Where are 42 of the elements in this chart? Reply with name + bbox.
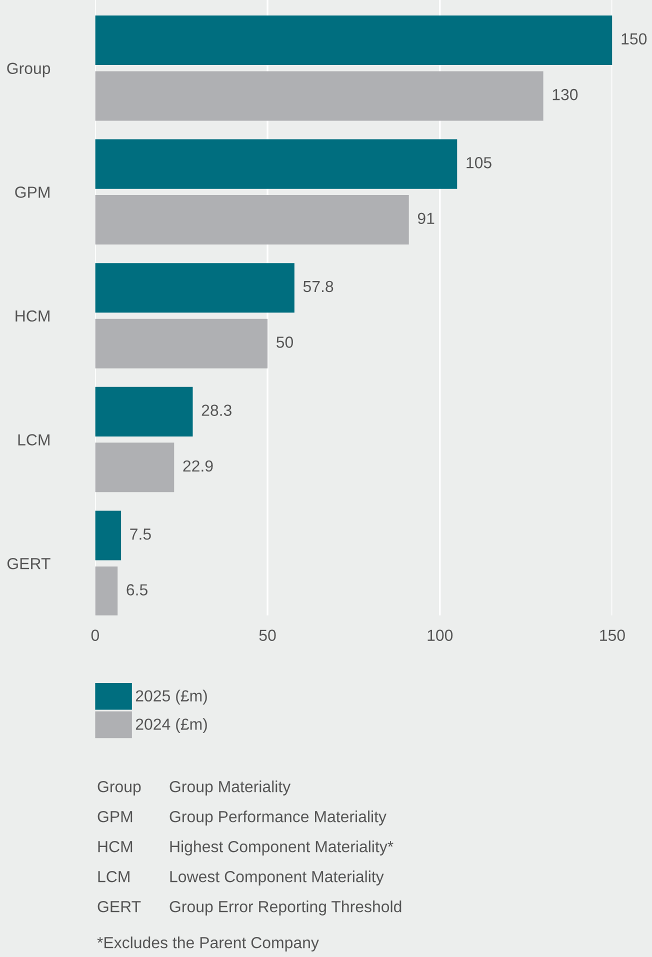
y-tick-label: GERT	[7, 558, 50, 570]
bar	[95, 318, 268, 368]
text: GERT	[98, 900, 141, 912]
text: Group Error Reporting Threshold	[170, 900, 402, 916]
data-label: 91	[418, 212, 434, 224]
legend-label: 2025 (£m)	[136, 690, 207, 705]
legend-label: 2024 (£m)	[136, 718, 207, 734]
bar	[95, 386, 193, 436]
bar	[95, 195, 409, 245]
bar	[95, 566, 118, 616]
text: Group Performance Materiality	[170, 810, 386, 826]
bar	[95, 263, 294, 313]
data-label: 28.3	[202, 404, 232, 416]
text: Group Materiality	[170, 780, 291, 796]
data-label: 50	[276, 336, 294, 348]
x-tick-label: 0	[91, 630, 100, 641]
y-tick-label: Group	[7, 62, 50, 78]
text: GPM	[98, 810, 132, 822]
data-label: 130	[552, 88, 578, 100]
x-tick-label: 50	[259, 630, 276, 641]
x-tick-label: 100	[428, 630, 453, 641]
text: Group	[98, 780, 141, 796]
y-tick-label: GPM	[15, 186, 50, 198]
y-tick-label: LCM	[18, 434, 50, 446]
text: HCM	[98, 840, 132, 852]
bar	[95, 139, 458, 189]
bar	[95, 510, 122, 560]
data-label: 150	[622, 33, 647, 45]
data-label: 57.8	[303, 280, 334, 292]
text: LCM	[98, 870, 130, 882]
data-label: 7.5	[130, 528, 151, 540]
text: *Excludes the Parent Company	[97, 936, 319, 952]
x-tick-label: 150	[600, 630, 625, 641]
text: Highest Component Materiality*	[170, 840, 394, 856]
y-tick-label: HCM	[16, 310, 50, 322]
bar	[95, 71, 544, 121]
data-label: 6.5	[126, 584, 148, 596]
bar	[95, 442, 174, 492]
bar	[95, 15, 612, 65]
data-label: 105	[466, 157, 492, 168]
text: Lowest Component Materiality	[170, 870, 384, 886]
data-label: 22.9	[183, 460, 213, 472]
